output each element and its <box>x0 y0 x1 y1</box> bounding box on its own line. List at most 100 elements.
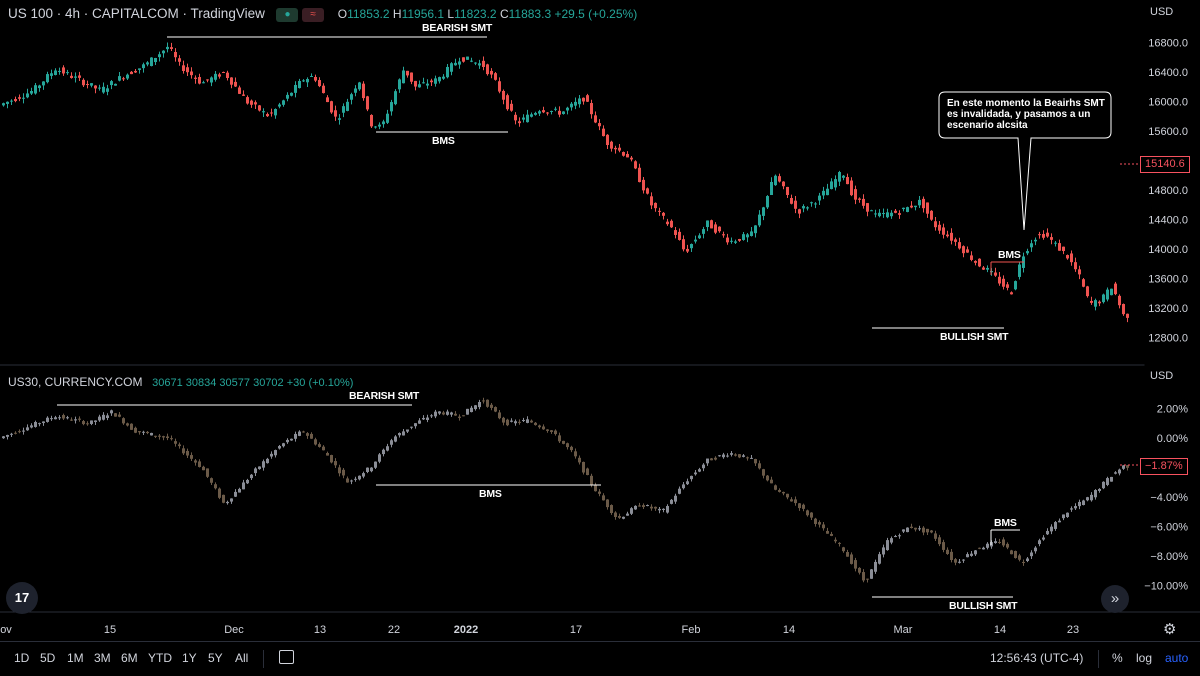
candle-body <box>62 67 65 74</box>
bottom-low: 30577 <box>219 377 251 389</box>
range-button-6m[interactable]: 6M <box>121 651 138 665</box>
candle-body <box>638 505 641 507</box>
candle-body <box>670 499 673 504</box>
candle-body <box>510 420 513 422</box>
candle-body <box>698 469 701 472</box>
candle-body <box>358 475 361 480</box>
candle-body <box>626 153 629 158</box>
candle-body <box>1062 246 1065 252</box>
candle-body <box>198 77 201 84</box>
log-toggle[interactable]: log <box>1136 651 1153 665</box>
top-currency[interactable]: USD <box>1150 6 1174 18</box>
range-button-5d[interactable]: 5D <box>40 651 56 665</box>
candle-body <box>586 468 589 476</box>
candle-body <box>142 431 145 433</box>
candle-body <box>526 419 529 423</box>
candle-body <box>618 147 621 151</box>
candle-body <box>514 421 517 424</box>
top-symbol[interactable]: US 100 · 4h · CAPITALCOM · TradingView <box>8 6 265 21</box>
range-button-1d[interactable]: 1D <box>14 651 30 665</box>
candle-body <box>58 70 61 72</box>
candle-body <box>574 101 577 106</box>
waves-icon[interactable]: ≈ <box>302 8 325 23</box>
candle-body <box>1014 551 1017 559</box>
candle-body <box>1074 262 1077 270</box>
range-button-1y[interactable]: 1Y <box>182 651 197 665</box>
candle-body <box>894 210 897 213</box>
range-button-ytd[interactable]: YTD <box>148 651 172 665</box>
candle-body <box>66 72 69 74</box>
candle-body <box>2 436 5 439</box>
candle-body <box>178 444 181 447</box>
candle-body <box>922 198 925 209</box>
candle-body <box>1082 279 1085 287</box>
candle-body <box>762 469 765 476</box>
candle-body <box>266 114 269 117</box>
candle-body <box>270 453 273 457</box>
double-chevron-right-icon[interactable]: » <box>1101 585 1129 613</box>
candle-body <box>866 203 869 212</box>
candle-body <box>490 70 493 75</box>
candle-body <box>678 488 681 494</box>
candle-body <box>810 512 813 518</box>
candle-body <box>390 102 393 112</box>
percent-toggle[interactable]: % <box>1112 651 1123 665</box>
candle-body <box>754 225 757 234</box>
candle-body <box>206 468 209 477</box>
bottom-currency[interactable]: USD <box>1150 370 1174 382</box>
candle-body <box>98 416 101 421</box>
candle-body <box>506 95 509 110</box>
candle-body <box>646 505 649 507</box>
candle-body <box>110 410 113 414</box>
candle-body <box>426 83 429 86</box>
candle-body <box>290 438 293 441</box>
candle-body <box>634 505 637 510</box>
candle-body <box>630 508 633 514</box>
range-button-5y[interactable]: 5Y <box>208 651 223 665</box>
candle-body <box>834 539 837 542</box>
candle-body <box>1086 497 1089 501</box>
candle-body <box>934 533 937 539</box>
candle-body <box>874 213 877 215</box>
legend-badges: ● ≈ <box>276 7 325 23</box>
candle-body <box>158 435 161 437</box>
candle-body <box>786 186 789 195</box>
top-last-price-tag: 15140.6 <box>1140 156 1190 173</box>
candle-body <box>918 528 921 530</box>
time-tick-label: ov <box>0 624 12 636</box>
gear-icon[interactable]: ⚙ <box>1163 621 1177 638</box>
candle-body <box>446 411 449 415</box>
candle-body <box>650 196 653 206</box>
range-button-all[interactable]: All <box>235 651 249 665</box>
range-button-1m[interactable]: 1M <box>67 651 84 665</box>
candle-body <box>246 97 249 104</box>
eye-icon[interactable]: ● <box>276 8 299 23</box>
candle-body <box>282 100 285 105</box>
candle-body <box>722 454 725 458</box>
candle-body <box>890 212 893 217</box>
bottom-symbol[interactable]: US30, CURRENCY.COM <box>8 375 143 389</box>
candle-body <box>318 444 321 447</box>
time-tick-label: 14 <box>994 624 1006 636</box>
candle-body <box>606 134 609 146</box>
auto-toggle[interactable]: auto <box>1165 651 1189 665</box>
candle-body <box>102 86 105 93</box>
chart-canvas[interactable]: 16800.016400.016000.015600.015200.014800… <box>0 0 1200 641</box>
candle-body <box>186 67 189 73</box>
calendar-range-icon[interactable] <box>279 650 294 664</box>
candle-body <box>842 175 845 178</box>
candle-body <box>714 224 717 233</box>
candle-body <box>118 414 121 417</box>
candle-body <box>550 110 553 112</box>
price-tick-label: −10.00% <box>1144 580 1188 592</box>
candle-body <box>314 439 317 445</box>
candle-body <box>82 421 85 425</box>
tradingview-logo[interactable]: 17 <box>6 582 38 614</box>
clock-display[interactable]: 12:56:43 (UTC-4) <box>990 651 1084 665</box>
candle-body <box>114 413 117 417</box>
range-button-3m[interactable]: 3M <box>94 651 111 665</box>
high-value: 11956.1 <box>401 7 445 21</box>
candle-body <box>666 506 669 513</box>
candle-body <box>758 463 761 469</box>
candle-body <box>78 418 81 420</box>
